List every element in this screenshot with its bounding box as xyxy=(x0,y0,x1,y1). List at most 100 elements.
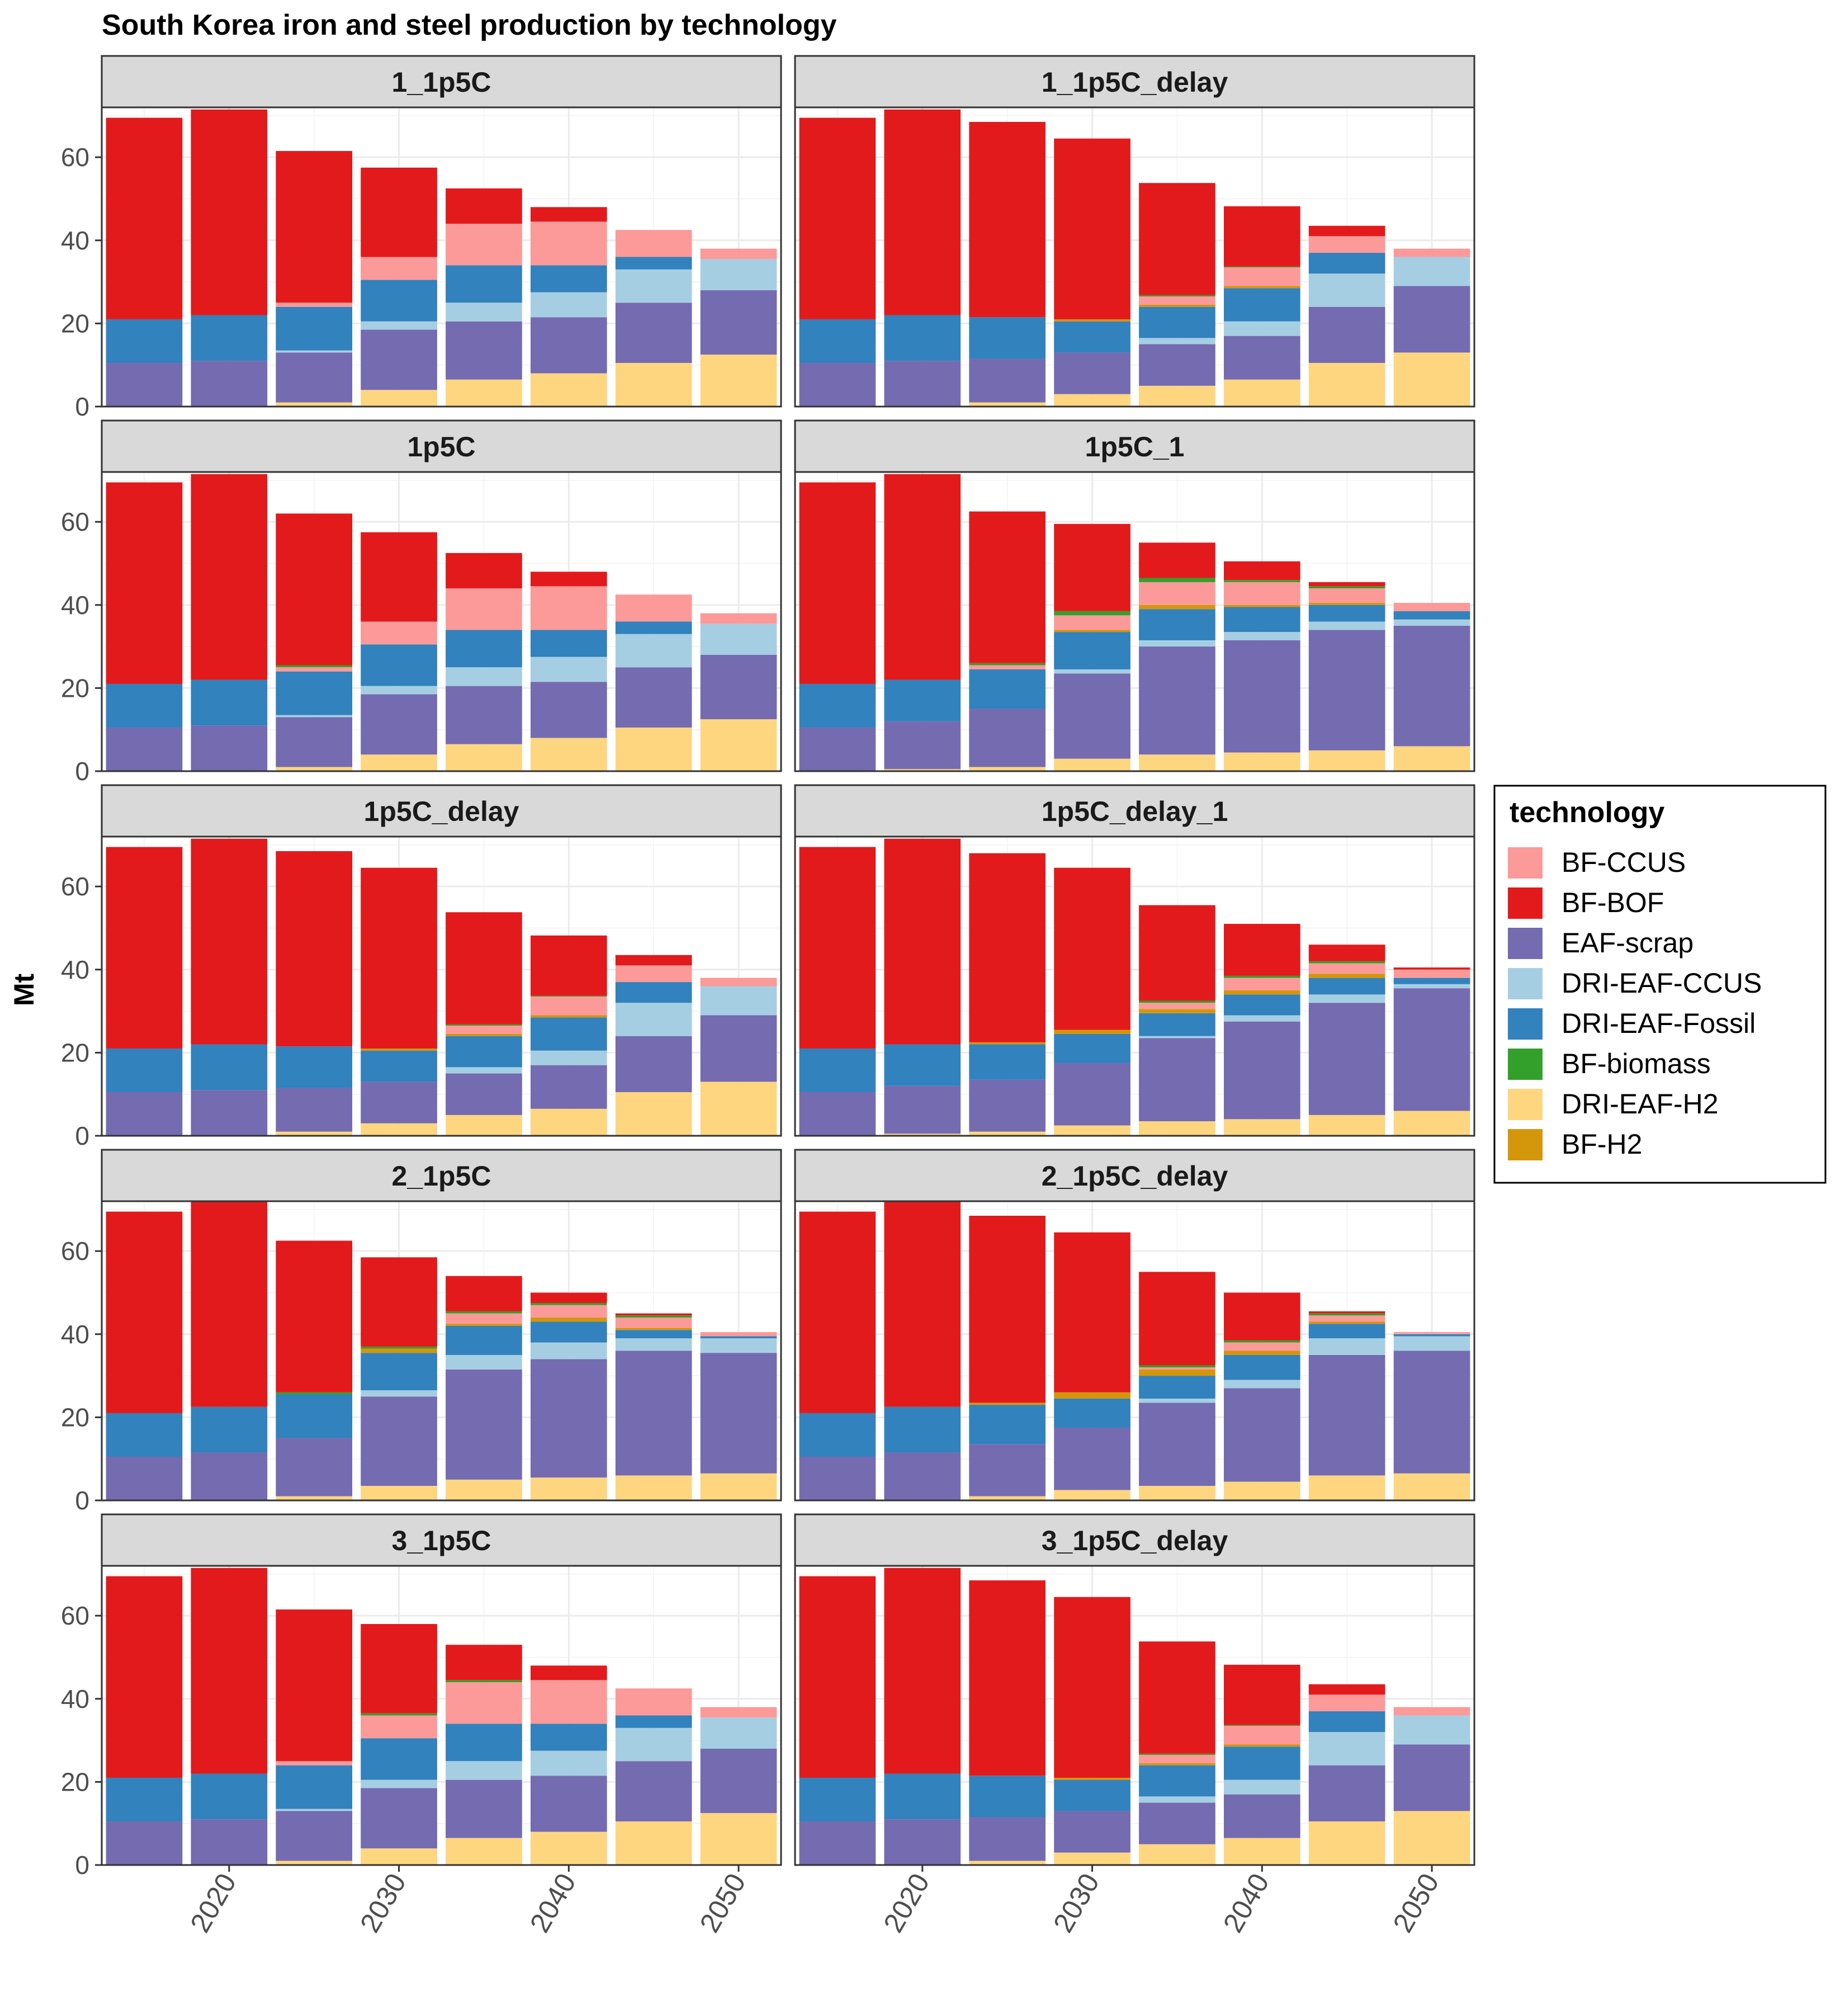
y-tick-label: 60 xyxy=(61,1236,89,1266)
bar-segment-dri-eaf-h2-2025 xyxy=(969,402,1046,407)
bar-segment-dri-eaf-ccus-2035 xyxy=(1139,640,1215,647)
bar-segment-bf-bof-2045 xyxy=(1308,945,1385,961)
panel-3-1p5c-delay: 3_1p5C_delay xyxy=(794,1513,1475,1866)
bar-segment-eaf-scrap-2020 xyxy=(884,721,961,769)
bar-segment-bf-ccus-2040 xyxy=(1223,267,1300,286)
y-tick-label: 60 xyxy=(61,1601,89,1630)
bar-segment-dri-eaf-ccus-2035 xyxy=(1139,1036,1215,1038)
bar-segment-eaf-scrap-2020 xyxy=(191,361,268,407)
bar-segment-bf-h2-2030 xyxy=(1054,1030,1130,1034)
bar-segment-dri-eaf-h2-2030 xyxy=(361,390,437,407)
bar-segment-eaf-scrap-2020 xyxy=(884,361,961,407)
panel-3-1p5c: 3_1p5C 0 20 40 60 xyxy=(61,1513,782,1880)
bar-segment-eaf-scrap-2020 xyxy=(884,1819,961,1865)
bar-segment-bf-bof-2040 xyxy=(530,572,607,587)
bar-segment-bf-biomass-2035 xyxy=(446,1024,522,1026)
legend-swatch-dri-eaf-fossil xyxy=(1508,1008,1543,1040)
bar-segment-dri-eaf-fossil-2020 xyxy=(884,315,961,361)
bar-segment-bf-biomass-2040 xyxy=(530,1303,607,1305)
bar-segment-eaf-scrap-2030 xyxy=(361,1082,437,1123)
bar-segment-eaf-scrap-2030 xyxy=(1054,673,1130,759)
bar-segment-bf-bof-2025 xyxy=(969,853,1046,1042)
panel-strip xyxy=(101,784,782,838)
bar-segment-bf-ccus-2025 xyxy=(276,667,353,672)
bar-segment-bf-biomass-2035 xyxy=(1139,1753,1215,1755)
x-tick-label: 2040 xyxy=(524,1868,582,1938)
bar-segment-bf-ccus-2025 xyxy=(276,303,353,307)
bar-segment-bf-ccus-2045 xyxy=(615,230,692,257)
bar-segment-dri-eaf-h2-2025 xyxy=(276,1861,353,1865)
bar-segment-eaf-scrap-2040 xyxy=(1223,336,1300,380)
bar-segment-bf-bof-2015 xyxy=(106,117,183,319)
bar-segment-bf-h2-2045 xyxy=(1308,603,1385,605)
bar-segment-bf-ccus-2030 xyxy=(361,1715,437,1739)
bar-segment-bf-h2-2040 xyxy=(530,1318,607,1322)
y-tick-label: 40 xyxy=(61,1684,89,1713)
bar-segment-bf-bof-2035 xyxy=(1139,905,1215,1001)
x-tick-label: 2020 xyxy=(184,1868,242,1938)
bar-segment-dri-eaf-fossil-2020 xyxy=(191,315,268,361)
bar-segment-dri-eaf-h2-2045 xyxy=(1308,1115,1385,1136)
bar-segment-bf-bof-2030 xyxy=(1054,523,1130,611)
bar-segment-bf-biomass-2035 xyxy=(446,1311,522,1314)
bar-segment-bf-ccus-2045 xyxy=(1308,1315,1385,1322)
panel-border xyxy=(794,1565,1475,1866)
bar-segment-bf-bof-2040 xyxy=(1223,924,1300,976)
x-tick-label: 2050 xyxy=(1387,1868,1445,1938)
bar-segment-bf-h2-2040 xyxy=(1223,605,1300,607)
bar-segment-bf-ccus-2040 xyxy=(530,221,607,266)
bar-segment-dri-eaf-ccus-2045 xyxy=(1308,621,1385,630)
bar-segment-dri-eaf-ccus-2035 xyxy=(446,667,522,686)
panel-1p5c-delay: 1p5C_delay 0 20 40 60 xyxy=(61,784,782,1150)
bar-segment-eaf-scrap-2015 xyxy=(799,1092,876,1136)
bar-segment-bf-bof-2020 xyxy=(884,1568,961,1774)
bar-segment-dri-eaf-ccus-2040 xyxy=(1223,632,1300,640)
bar-segment-dri-eaf-h2-2035 xyxy=(1139,1485,1215,1500)
bar-segment-dri-eaf-fossil-2020 xyxy=(884,679,961,721)
bar-segment-dri-eaf-h2-2040 xyxy=(1223,1838,1300,1865)
bar-segment-eaf-scrap-2030 xyxy=(361,1788,437,1849)
bar-segment-eaf-scrap-2050 xyxy=(1393,988,1470,1111)
bar-segment-eaf-scrap-2030 xyxy=(1054,352,1130,394)
bar-segment-dri-eaf-h2-2035 xyxy=(1139,754,1215,771)
bar-segment-bf-bof-2050 xyxy=(1393,967,1470,970)
bar-segment-eaf-scrap-2045 xyxy=(1308,1765,1385,1821)
bar-segment-dri-eaf-fossil-2015 xyxy=(799,683,876,728)
bar-segment-eaf-scrap-2015 xyxy=(799,1821,876,1865)
y-tick-label: 60 xyxy=(61,507,89,536)
bar-segment-dri-eaf-ccus-2035 xyxy=(1139,1398,1215,1403)
bar-segment-dri-eaf-h2-2030 xyxy=(361,1485,437,1500)
bar-segment-dri-eaf-h2-2020 xyxy=(884,1134,961,1136)
x-axis-ticks: 2020 2030 2040 2050 2020 2030 2040 2050 xyxy=(184,1865,1445,1938)
bar-segment-dri-eaf-fossil-2035 xyxy=(446,1724,522,1762)
bar-segment-eaf-scrap-2025 xyxy=(969,1444,1046,1496)
bar-segment-dri-eaf-ccus-2040 xyxy=(530,1342,607,1359)
y-tick-label: 40 xyxy=(61,955,89,984)
bar-segment-eaf-scrap-2045 xyxy=(615,667,692,728)
bar-segment-bf-bof-2020 xyxy=(884,474,961,680)
bar-segment-dri-eaf-fossil-2050 xyxy=(700,1336,777,1339)
bar-segment-bf-h2-2040 xyxy=(1223,990,1300,995)
legend-label-bf-h2: BF-H2 xyxy=(1562,1129,1642,1160)
bar-segment-bf-bof-2035 xyxy=(446,188,522,224)
bar-segment-eaf-scrap-2020 xyxy=(884,1452,961,1500)
bar-segment-bf-bof-2025 xyxy=(969,122,1046,318)
bar-segment-bf-biomass-2045 xyxy=(1308,961,1385,964)
bar-segment-bf-h2-2030 xyxy=(361,1348,437,1353)
bar-segment-eaf-scrap-2020 xyxy=(191,1819,268,1865)
bar-segment-dri-eaf-fossil-2030 xyxy=(361,1050,437,1082)
bar-segment-bf-bof-2015 xyxy=(106,482,183,684)
bar-segment-dri-eaf-h2-2025 xyxy=(969,767,1046,771)
y-tick-label: 40 xyxy=(61,226,89,255)
bar-segment-eaf-scrap-2045 xyxy=(1308,630,1385,750)
legend-title: technology xyxy=(1510,796,1664,829)
panel-1-1p5c: 1_1p5C 0 20 40 60 xyxy=(61,55,782,421)
bar-segment-dri-eaf-fossil-2040 xyxy=(1223,1354,1300,1380)
bar-segment-dri-eaf-fossil-2025 xyxy=(969,1405,1046,1444)
bar-segment-bf-h2-2030 xyxy=(1054,630,1130,632)
bar-segment-dri-eaf-h2-2035 xyxy=(446,1479,522,1500)
bar-segment-dri-eaf-h2-2030 xyxy=(1054,758,1130,771)
bar-segment-bf-biomass-2025 xyxy=(969,663,1046,665)
bar-segment-bf-bof-2035 xyxy=(446,1645,522,1680)
